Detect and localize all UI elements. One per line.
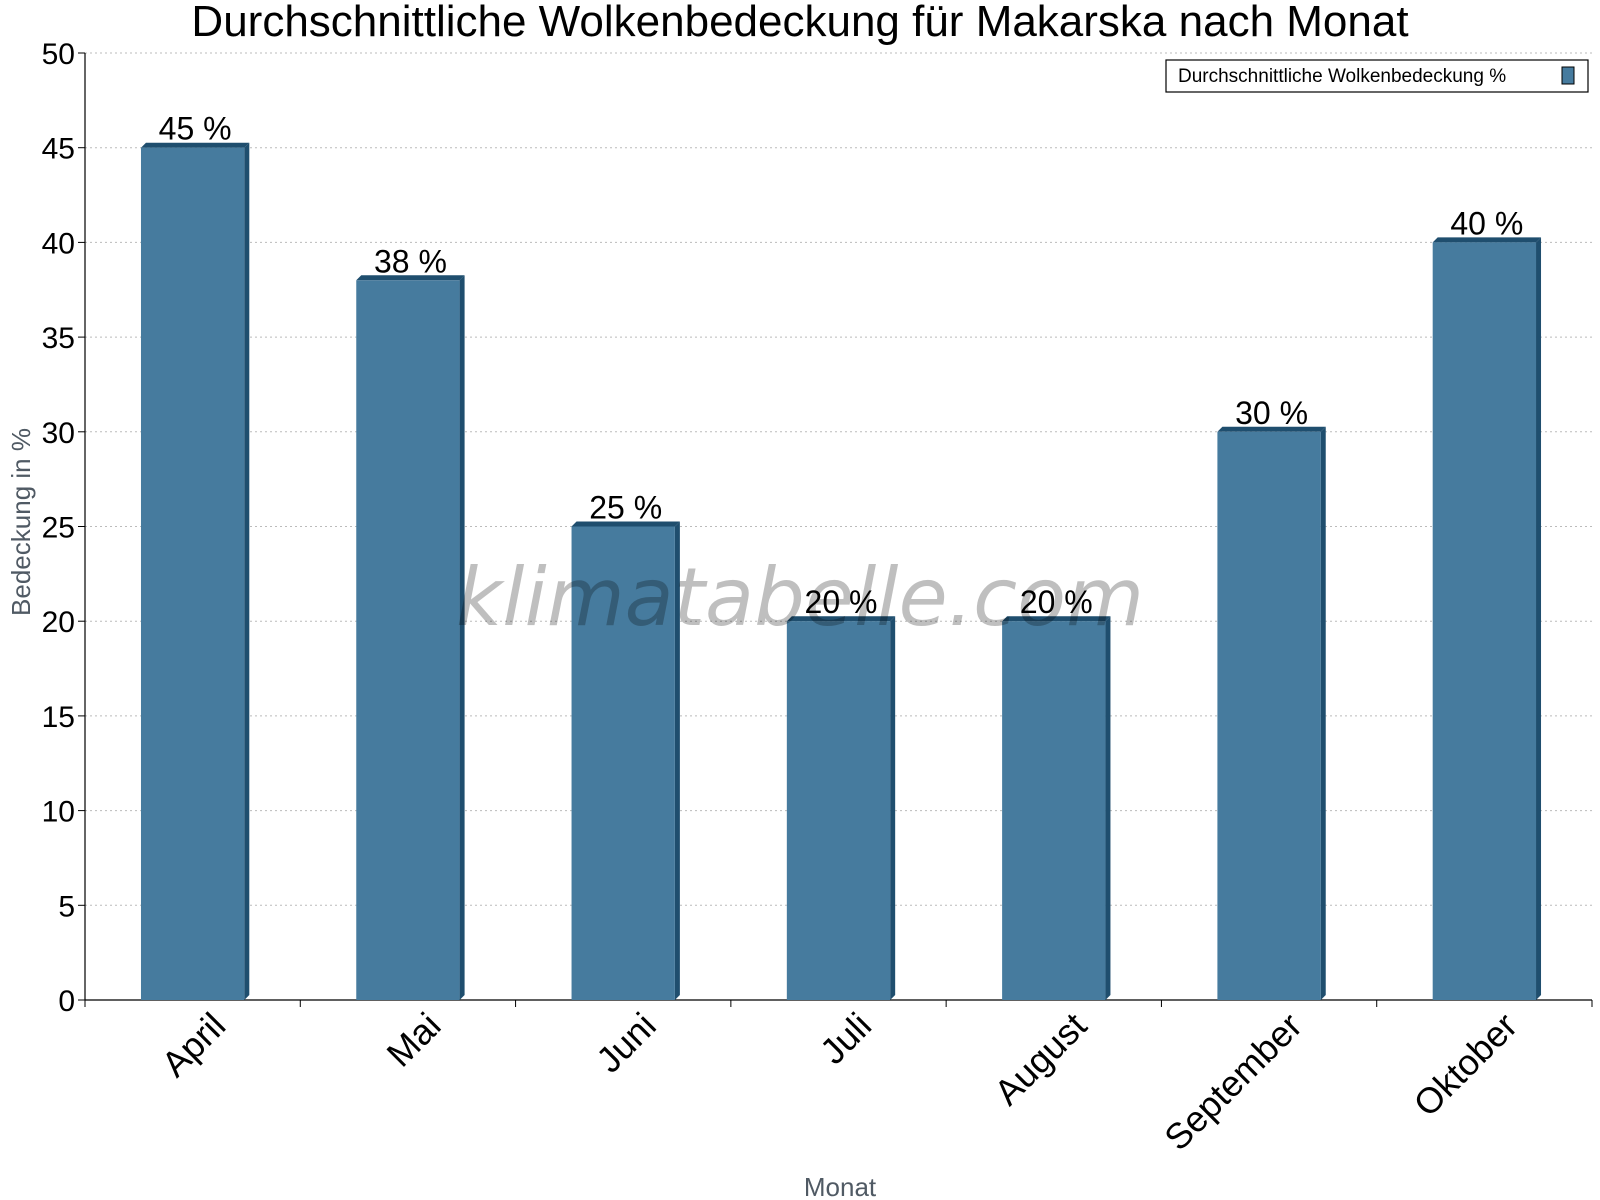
bar-top xyxy=(140,142,250,148)
bar-side xyxy=(890,616,896,1000)
bar-side xyxy=(1320,426,1326,1000)
data-label: 20 % xyxy=(805,584,878,620)
bar-front xyxy=(786,621,891,1000)
legend-swatch xyxy=(1561,66,1575,85)
y-tick-label: 45 xyxy=(42,133,75,166)
data-label: 20 % xyxy=(1020,584,1093,620)
bar-top xyxy=(571,521,680,527)
x-tick-labels: April Mai Juni Juli August September Oktober xyxy=(153,1005,1525,1159)
data-label: 38 % xyxy=(374,243,447,279)
bar-front xyxy=(140,147,245,1000)
bar-august xyxy=(1002,616,1111,1000)
y-tick-label: 35 xyxy=(42,322,75,355)
y-tick-labels: 0 5 10 15 20 25 30 35 40 45 50 xyxy=(42,38,75,1018)
bar-front xyxy=(1432,242,1537,1000)
bar-side xyxy=(459,275,465,1000)
bar-top xyxy=(1002,616,1111,622)
watermark: klimatabelle.com xyxy=(456,551,1144,644)
x-tick-label: Mai xyxy=(379,1005,449,1075)
bar-top xyxy=(1217,426,1326,432)
chart-title: Durchschnittliche Wolkenbedeckung für Ma… xyxy=(191,0,1408,46)
data-label: 45 % xyxy=(159,111,232,147)
bar-top xyxy=(1432,237,1542,243)
bar-side xyxy=(1105,616,1111,1000)
y-tick-label: 20 xyxy=(42,606,75,639)
y-tick-label: 25 xyxy=(42,512,75,545)
bar-front xyxy=(356,280,460,1000)
bar-side xyxy=(1536,237,1542,1000)
x-tick-label: Juni xyxy=(588,1005,664,1081)
legend-box xyxy=(1165,59,1589,93)
y-axis-label: Bedeckung in % xyxy=(6,428,36,616)
x-tick-label: August xyxy=(986,1005,1094,1113)
y-tick-label: 5 xyxy=(58,890,75,923)
bar-mai xyxy=(356,275,465,1000)
x-tick-label: Oktober xyxy=(1405,1005,1525,1125)
bar-juni xyxy=(571,521,680,1000)
grid xyxy=(85,52,1592,906)
bars: 45 % 38 % 25 % 20 % 20 % 30 % 40 % xyxy=(140,111,1542,1000)
y-tick-label: 0 xyxy=(58,985,75,1018)
bar-side xyxy=(244,142,250,1000)
y-tick-label: 30 xyxy=(42,417,75,450)
y-tick-label: 10 xyxy=(42,796,75,829)
bar-front xyxy=(571,526,675,1000)
bar-april xyxy=(140,142,250,1000)
y-tick-label: 40 xyxy=(42,227,75,260)
x-tick-label: September xyxy=(1156,1005,1310,1159)
bar-side xyxy=(674,521,680,1000)
bar-oktober xyxy=(1432,237,1542,1000)
data-label: 30 % xyxy=(1235,395,1308,431)
y-tick-label: 50 xyxy=(42,38,75,71)
bar-front xyxy=(1217,431,1321,1000)
y-tick-label: 15 xyxy=(42,701,75,734)
legend: Durchschnittliche Wolkenbedeckung % xyxy=(1165,59,1589,93)
x-axis-label: Monat xyxy=(804,1172,877,1200)
legend-label: Durchschnittliche Wolkenbedeckung % xyxy=(1178,66,1506,87)
x-tick-label: Juli xyxy=(812,1005,879,1072)
bar-september xyxy=(1217,426,1326,1000)
bar-juli xyxy=(786,616,896,1000)
bar-front xyxy=(1002,621,1106,1000)
x-tick-label: April xyxy=(153,1005,233,1085)
bar-top xyxy=(786,616,896,622)
data-label: 25 % xyxy=(589,490,662,526)
data-label: 40 % xyxy=(1450,205,1523,241)
bar-top xyxy=(356,275,465,281)
